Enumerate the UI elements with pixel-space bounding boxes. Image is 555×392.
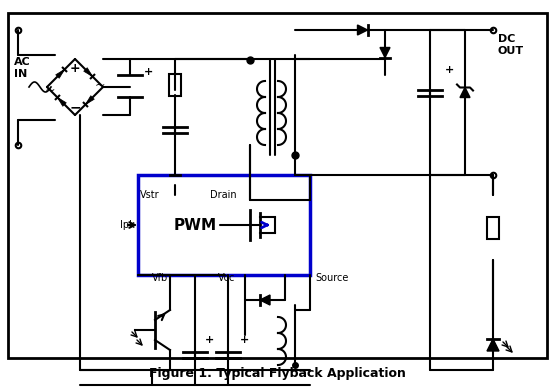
Text: −: − — [69, 100, 81, 114]
Polygon shape — [85, 96, 94, 105]
Polygon shape — [380, 47, 390, 58]
Text: Ipk: Ipk — [120, 220, 135, 230]
Polygon shape — [58, 98, 66, 106]
Text: Vstr: Vstr — [140, 190, 160, 200]
Text: Source: Source — [315, 273, 349, 283]
Polygon shape — [460, 87, 470, 98]
Polygon shape — [84, 68, 93, 76]
Text: PWM: PWM — [173, 218, 216, 232]
Polygon shape — [357, 25, 367, 35]
Text: ~: ~ — [45, 83, 56, 96]
Polygon shape — [260, 295, 270, 305]
Bar — [138, 175, 310, 275]
Text: Figure 1. Typical Flyback Application: Figure 1. Typical Flyback Application — [149, 368, 406, 381]
Text: +: + — [70, 62, 80, 74]
Text: AC
IN: AC IN — [14, 57, 31, 79]
Text: +: + — [445, 65, 454, 75]
Text: +: + — [144, 67, 153, 77]
Text: Vfb: Vfb — [152, 273, 168, 283]
Polygon shape — [56, 69, 64, 78]
Polygon shape — [487, 339, 499, 351]
Text: Vcc: Vcc — [218, 273, 235, 283]
Text: +: + — [240, 335, 249, 345]
Text: DC
OUT: DC OUT — [498, 34, 524, 56]
Bar — [487, 216, 499, 238]
FancyBboxPatch shape — [8, 13, 547, 358]
Text: ~: ~ — [95, 78, 105, 91]
Polygon shape — [170, 175, 180, 185]
Text: +: + — [205, 335, 214, 345]
Bar — [169, 74, 181, 96]
Text: Drain: Drain — [210, 190, 236, 200]
